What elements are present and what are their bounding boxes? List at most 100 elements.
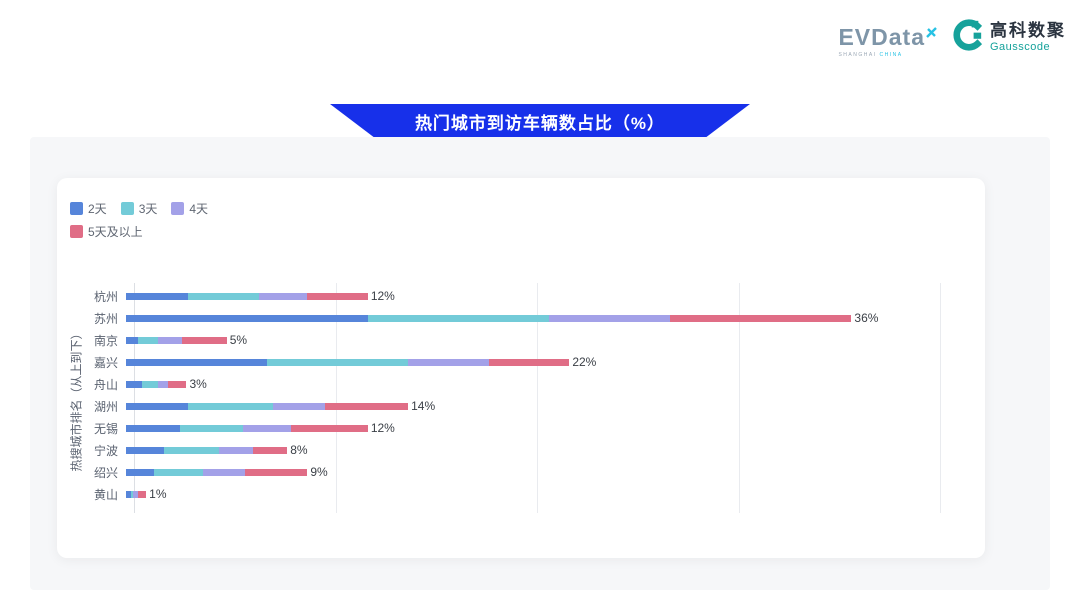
legend-swatch	[70, 225, 83, 238]
gridline-30	[738, 283, 740, 513]
bar-segment-3天[interactable]	[164, 446, 219, 454]
evdata-logo-text: EVData	[838, 24, 925, 50]
bar-segment-2天[interactable]	[126, 468, 155, 476]
bar-segment-5天及以上[interactable]	[244, 468, 308, 476]
gausscode-icon	[950, 18, 984, 57]
category-label: 湖州	[93, 399, 118, 414]
evdata-x-icon	[926, 25, 937, 43]
chart-legend: 2天 3天 4天 5天及以上	[70, 200, 280, 246]
legend-swatch	[70, 202, 83, 215]
total-label: 8%	[290, 443, 308, 457]
legend-swatch	[171, 202, 185, 215]
bar-segment-3天[interactable]	[138, 336, 159, 344]
legend-label: 3天	[138, 202, 158, 216]
bar-segment-3天[interactable]	[142, 380, 159, 388]
bar-segment-4天[interactable]	[133, 490, 139, 498]
header-logos: EVData SHANGHAI CHINA 高科数聚 Gausscode	[838, 18, 1066, 58]
gridline-10	[335, 283, 337, 513]
category-label: 舟山	[93, 377, 118, 392]
evdata-logo-subtext: SHANGHAI CHINA	[838, 52, 936, 58]
bar-track	[126, 468, 932, 476]
legend-item-3[interactable]: 4天	[171, 200, 208, 217]
category-label: 无锡	[93, 421, 118, 436]
total-label: 9%	[310, 465, 328, 479]
bar-row-无锡: 无锡 12%	[57, 417, 985, 439]
bar-segment-5天及以上[interactable]	[670, 314, 852, 322]
bar-segment-5天及以上[interactable]	[252, 446, 288, 454]
bar-segment-3天[interactable]	[154, 468, 203, 476]
legend-item-1[interactable]: 2天	[70, 200, 107, 217]
legend-label: 2天	[88, 202, 107, 216]
bar-segment-2天[interactable]	[126, 446, 165, 454]
bar-segment-4天[interactable]	[202, 468, 245, 476]
bar-segment-4天[interactable]	[273, 402, 326, 410]
bar-track	[126, 336, 932, 344]
bar-row-湖州: 湖州 14%	[57, 395, 985, 417]
bar-segment-3天[interactable]	[188, 292, 259, 300]
bar-segment-3天[interactable]	[188, 402, 274, 410]
bar-segment-3天[interactable]	[180, 424, 243, 432]
gausscode-logo: 高科数聚 Gausscode	[950, 18, 1066, 57]
bar-track	[126, 314, 932, 322]
bar-segment-4天[interactable]	[242, 424, 292, 432]
bar-row-宁波: 宁波 8%	[57, 439, 985, 461]
total-label: 1%	[149, 487, 167, 501]
bar-segment-5天及以上[interactable]	[325, 402, 409, 410]
bar-segment-2天[interactable]	[126, 314, 368, 322]
chart-title: 热门城市到访车辆数占比（%）	[414, 114, 666, 133]
total-label: 36%	[854, 311, 879, 325]
bar-segment-4天[interactable]	[158, 336, 183, 344]
bar-segment-2天[interactable]	[126, 490, 132, 498]
gausscode-en-text: Gausscode	[990, 40, 1051, 53]
legend-label: 4天	[189, 202, 209, 216]
bar-segment-5天及以上[interactable]	[488, 358, 570, 366]
bar-segment-2天[interactable]	[126, 336, 139, 344]
evdata-sub-right: CHINA	[879, 52, 903, 58]
gridline-40	[940, 283, 941, 513]
bar-row-绍兴: 绍兴 9%	[57, 461, 985, 483]
bar-segment-2天[interactable]	[126, 292, 189, 300]
bar-track	[126, 292, 932, 300]
evdata-logo: EVData SHANGHAI CHINA	[838, 18, 937, 58]
chart-card: 2天 3天 4天 5天及以上 热搜城市排名（从上到下） 杭州 12% 苏州 36% 南京 5% 嘉…	[57, 178, 985, 558]
bar-row-黄山: 黄山 1%	[57, 483, 985, 505]
bar-segment-5天及以上[interactable]	[182, 336, 227, 344]
bar-segment-3天[interactable]	[367, 314, 550, 322]
category-label: 苏州	[93, 311, 118, 326]
total-label: 5%	[229, 333, 248, 347]
title-banner: 热门城市到访车辆数占比（%）	[330, 104, 750, 139]
total-label: 3%	[189, 377, 207, 391]
bar-segment-3天[interactable]	[267, 358, 409, 366]
bar-segment-5天及以上[interactable]	[138, 490, 147, 498]
bar-row-南京: 南京 5%	[57, 329, 985, 351]
bar-segment-4天[interactable]	[549, 314, 671, 322]
legend-swatch	[120, 202, 134, 215]
bar-segment-2天[interactable]	[126, 358, 268, 366]
category-label: 绍兴	[93, 465, 118, 480]
bar-segment-5天及以上[interactable]	[168, 380, 187, 388]
total-label: 12%	[370, 421, 395, 435]
bar-segment-4天[interactable]	[218, 446, 253, 454]
bar-row-嘉兴: 嘉兴 22%	[57, 351, 985, 373]
bar-segment-3天[interactable]	[131, 490, 134, 498]
bar-segment-2天[interactable]	[126, 380, 143, 388]
bar-track	[126, 446, 932, 454]
legend-item-4[interactable]: 5天及以上	[70, 223, 143, 240]
bar-segment-5天及以上[interactable]	[291, 424, 368, 432]
category-label: 南京	[93, 333, 118, 348]
gridline-20	[537, 283, 538, 513]
category-label: 杭州	[93, 289, 118, 304]
bar-segment-4天[interactable]	[158, 380, 169, 388]
total-label: 22%	[572, 355, 597, 369]
bar-segment-2天[interactable]	[126, 424, 181, 432]
bar-segment-4天[interactable]	[408, 358, 489, 366]
chart-panel: 2天 3天 4天 5天及以上 热搜城市排名（从上到下） 杭州 12% 苏州 36% 南京 5% 嘉…	[30, 137, 1050, 590]
y-axis-line	[134, 283, 135, 513]
category-label: 宁波	[93, 443, 118, 458]
total-label: 14%	[411, 399, 436, 413]
bar-segment-2天[interactable]	[126, 402, 189, 410]
bar-rows: 杭州 12% 苏州 36% 南京 5% 嘉兴 22% 舟山 3% 湖州 14% 无锡 12% 宁波 8% 绍兴 9…	[57, 285, 985, 505]
legend-item-2[interactable]: 3天	[120, 200, 158, 217]
bar-segment-5天及以上[interactable]	[307, 292, 368, 300]
bar-segment-4天[interactable]	[258, 292, 308, 300]
